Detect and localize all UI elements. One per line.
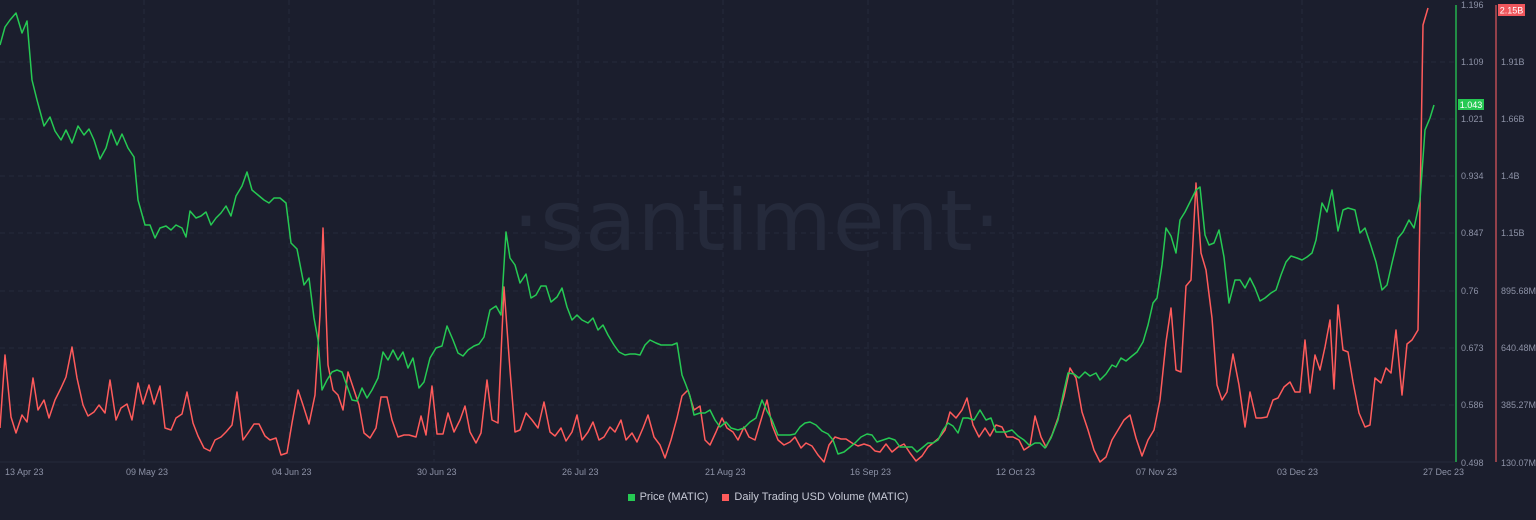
grid: [0, 0, 1455, 462]
price-tick: 0.934: [1461, 171, 1484, 181]
santiment-watermark: ·santiment·: [513, 172, 1002, 270]
price-tick: 0.498: [1461, 458, 1484, 468]
volume-tick: 1.4B: [1501, 171, 1520, 181]
price-tick: 0.673: [1461, 343, 1484, 353]
price-tick: 0.847: [1461, 228, 1484, 238]
price-line[interactable]: [0, 12, 1435, 455]
volume-tick: 640.48M: [1501, 343, 1536, 353]
volume-axis: 1.91B 1.66B 1.4B 1.15B 895.68M 640.48M 3…: [1501, 57, 1536, 468]
chart-legend: Price (MATIC) Daily Trading USD Volume (…: [0, 491, 1536, 503]
x-tick: 30 Jun 23: [417, 467, 457, 477]
x-tick: 12 Oct 23: [996, 467, 1035, 477]
x-tick: 09 May 23: [126, 467, 168, 477]
volume-line[interactable]: [0, 7, 1429, 463]
volume-tick: 385.27M: [1501, 400, 1536, 410]
legend-item-volume[interactable]: Daily Trading USD Volume (MATIC): [722, 491, 908, 503]
volume-current-badge: 2.15B: [1498, 4, 1525, 16]
volume-tick: 130.07M: [1501, 458, 1536, 468]
x-tick: 07 Nov 23: [1136, 467, 1177, 477]
price-tick: 1.196: [1461, 0, 1484, 10]
legend-item-price[interactable]: Price (MATIC): [627, 491, 709, 503]
volume-swatch-icon: [722, 493, 730, 501]
volume-tick: 895.68M: [1501, 286, 1536, 296]
volume-tick: 1.66B: [1501, 114, 1525, 124]
x-tick: 16 Sep 23: [850, 467, 891, 477]
price-tick: 0.586: [1461, 400, 1484, 410]
x-tick: 26 Jul 23: [562, 467, 599, 477]
x-tick: 21 Aug 23: [705, 467, 746, 477]
price-swatch-icon: [627, 493, 635, 501]
price-current-badge: 1.043: [1458, 99, 1484, 110]
price-tick: 0.76: [1461, 286, 1479, 296]
x-tick: 27 Dec 23: [1423, 467, 1464, 477]
volume-tick: 1.15B: [1501, 228, 1525, 238]
x-tick: 04 Jun 23: [272, 467, 312, 477]
volume-badge-text: 2.15B: [1500, 6, 1524, 16]
x-tick: 03 Dec 23: [1277, 467, 1318, 477]
x-tick: 13 Apr 23: [5, 467, 44, 477]
price-tick: 1.109: [1461, 57, 1484, 67]
price-axis: 1.196 1.109 1.021 0.934 0.847 0.76 0.673…: [1461, 0, 1484, 468]
legend-label: Price (MATIC): [639, 491, 709, 503]
price-badge-text: 1.043: [1460, 100, 1483, 110]
x-axis: 13 Apr 23 09 May 23 04 Jun 23 30 Jun 23 …: [5, 467, 1464, 477]
price-tick: 1.021: [1461, 114, 1484, 124]
legend-label: Daily Trading USD Volume (MATIC): [734, 491, 909, 503]
volume-tick: 1.91B: [1501, 57, 1525, 67]
